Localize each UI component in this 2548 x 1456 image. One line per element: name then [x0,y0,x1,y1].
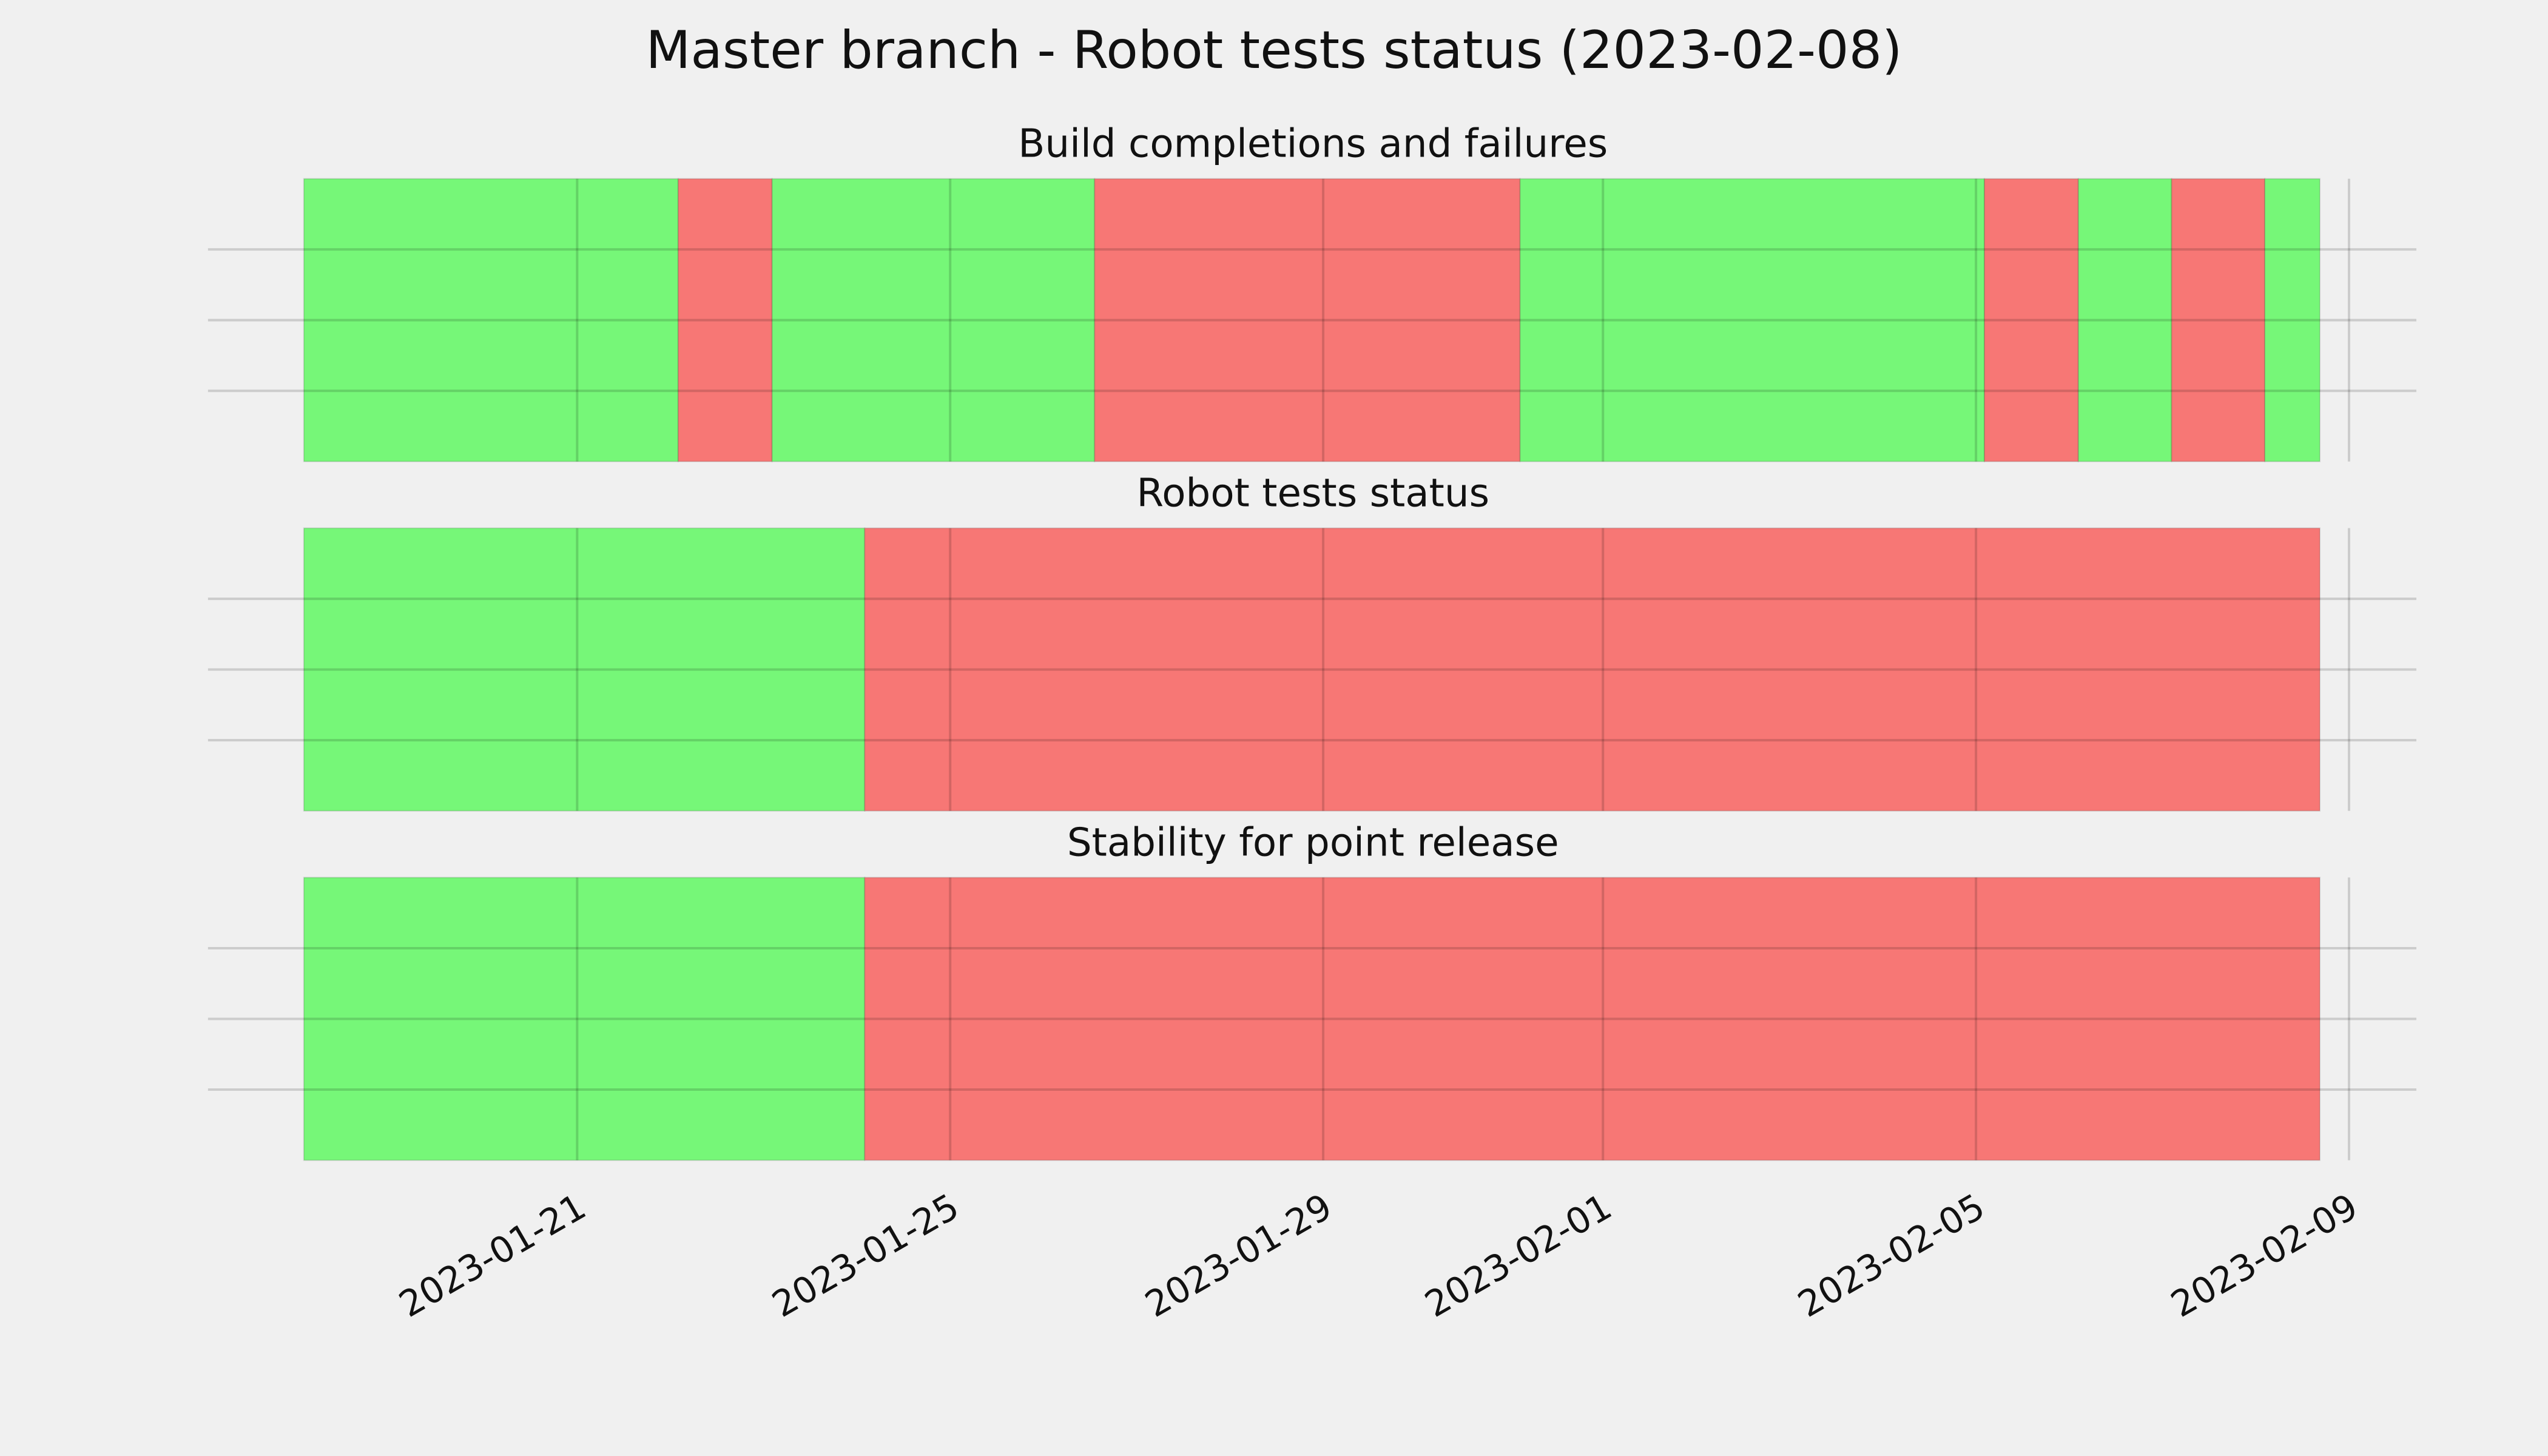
status-span [677,178,773,462]
status-span [864,877,2321,1161]
status-span [303,877,866,1161]
status-span [2077,178,2172,462]
panel-title: Robot tests status [1136,471,1489,516]
status-span [771,178,1096,462]
status-span [1983,178,2079,462]
status-span [1519,178,1986,462]
panel-title: Stability for point release [1067,820,1559,865]
status-span [2264,178,2321,462]
status-span [1094,178,1521,462]
status-span [303,178,679,462]
status-span [864,527,2321,812]
status-span [303,527,866,812]
chart-title: Master branch - Robot tests status (2023… [645,20,1902,81]
status-span [2171,178,2266,462]
panel-title: Build completions and failures [1018,121,1608,167]
